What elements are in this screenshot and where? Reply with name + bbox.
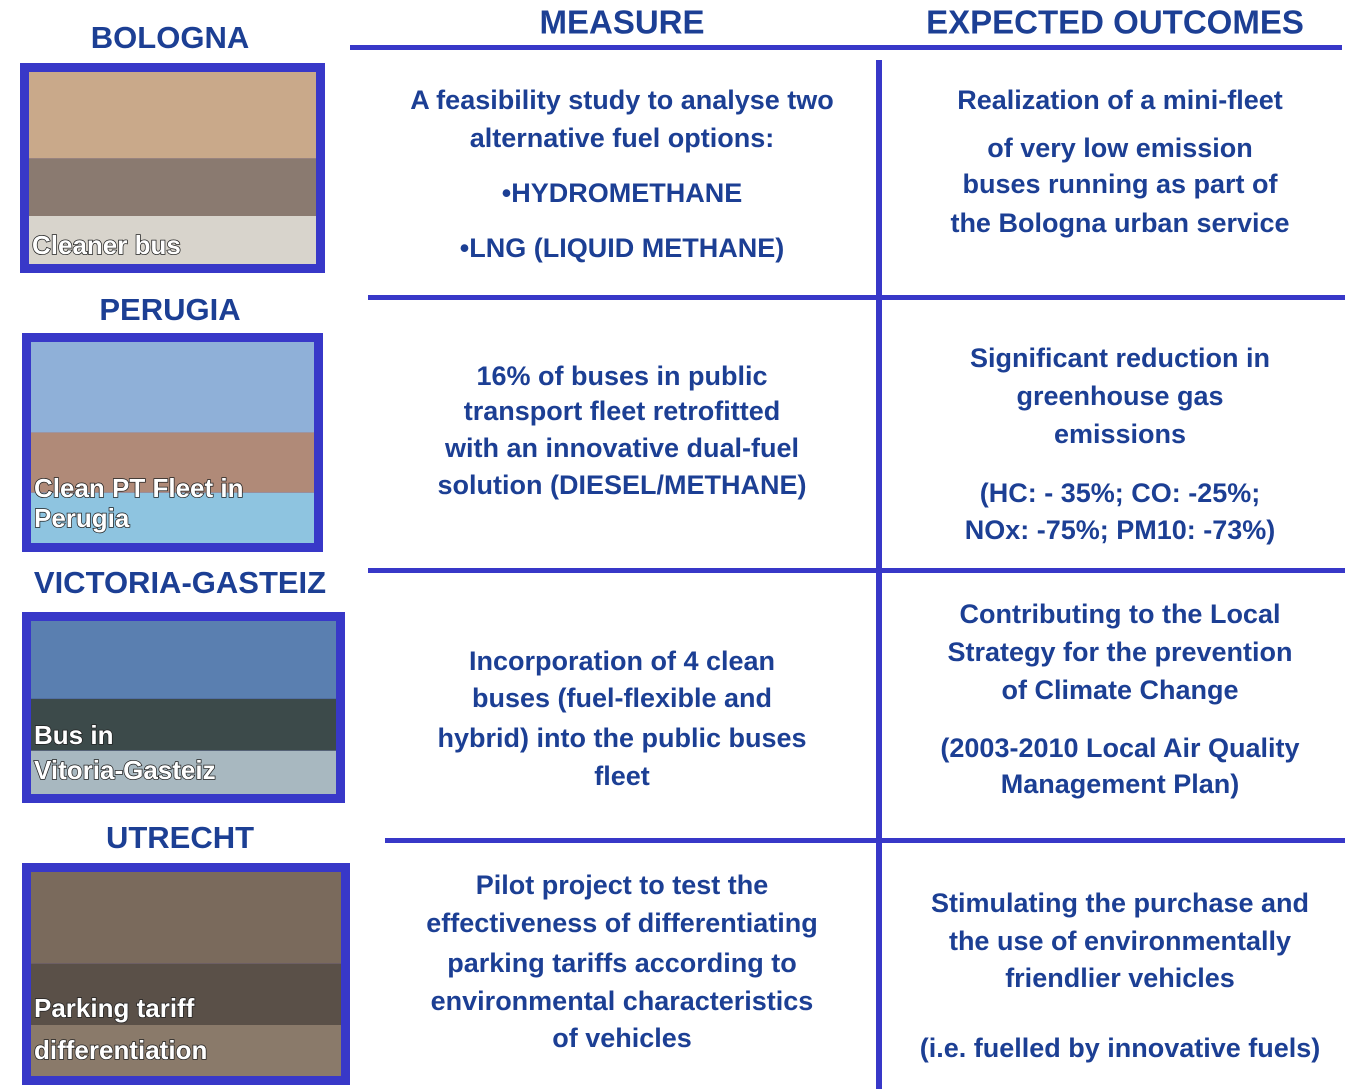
measure-header: MEASURE	[539, 4, 704, 41]
outcome-text: of very low emission	[987, 133, 1253, 163]
photo	[31, 872, 341, 964]
photo	[31, 492, 314, 543]
measure-text: •LNG (LIQUID METHANE)	[460, 233, 784, 263]
dividers	[350, 45, 1345, 1089]
measure-text: buses (fuel-flexible and	[472, 683, 772, 713]
outcome-text: greenhouse gas	[1016, 381, 1223, 411]
photo	[31, 750, 336, 794]
measure-text: hybrid) into the public buses	[437, 723, 806, 753]
outcome-text: friendlier vehicles	[1005, 963, 1235, 993]
photo	[29, 216, 316, 264]
outcome-text: NOx: -75%; PM10: -73%)	[965, 515, 1276, 545]
city-name: UTRECHT	[106, 820, 254, 855]
outcome-text: (2003-2010 Local Air Quality	[940, 733, 1299, 763]
photo-caption: differentiation	[34, 1035, 207, 1065]
city-name: PERUGIA	[99, 292, 240, 327]
measure-text: solution (DIESEL/METHANE)	[438, 470, 807, 500]
outcome-text: buses running as part of	[962, 169, 1278, 199]
photo-caption: Perugia	[34, 503, 130, 533]
measure-text: parking tariffs according to	[447, 948, 797, 978]
outcome-text: the use of environmentally	[949, 926, 1291, 956]
measure-text: Pilot project to test the	[476, 870, 769, 900]
outcome-text: Management Plan)	[1001, 769, 1240, 799]
photo-caption: Clean PT Fleet in	[34, 473, 244, 503]
photo-caption: Cleaner bus	[32, 230, 181, 260]
divider	[350, 45, 1342, 50]
measure-text: fleet	[594, 761, 650, 791]
outcome-text: emissions	[1054, 419, 1186, 449]
photo	[29, 158, 316, 216]
outcome-text: Realization of a mini-fleet	[957, 85, 1283, 115]
outcome-text: Significant reduction in	[970, 343, 1270, 373]
divider	[368, 295, 1345, 300]
measure-text: Incorporation of 4 clean	[469, 646, 775, 676]
column-divider	[876, 60, 882, 1089]
photo	[31, 621, 336, 699]
photo-caption: Vitoria-Gasteiz	[34, 755, 216, 785]
photo	[31, 963, 341, 1025]
measure-text: 16% of buses in public	[476, 361, 767, 391]
photo-caption: Bus in	[34, 720, 113, 750]
measure-text: transport fleet retrofitted	[464, 396, 781, 426]
measure-text: environmental characteristics	[431, 986, 814, 1016]
photo	[31, 698, 336, 751]
city-name: BOLOGNA	[91, 20, 249, 55]
outcome-text: (i.e. fuelled by innovative fuels)	[920, 1033, 1321, 1063]
photo	[29, 72, 316, 159]
outcome-text: Stimulating the purchase and	[931, 888, 1309, 918]
divider	[385, 838, 1345, 843]
city-name: VICTORIA-GASTEIZ	[34, 565, 326, 600]
outcome-text: (HC: - 35%; CO: -25%;	[980, 478, 1261, 508]
outcome-text: the Bologna urban service	[950, 208, 1289, 238]
outcome-text: of Climate Change	[1001, 675, 1238, 705]
outcome-text: Strategy for the prevention	[947, 637, 1292, 667]
measure-text: alternative fuel options:	[470, 123, 775, 153]
photo-caption: Parking tariff	[34, 993, 195, 1023]
photo	[31, 1025, 341, 1076]
outcome-text: Contributing to the Local	[960, 599, 1281, 629]
divider	[368, 568, 1345, 573]
measure-text: •HYDROMETHANE	[502, 178, 742, 208]
measure-text: of vehicles	[552, 1023, 692, 1053]
photo	[31, 432, 314, 493]
measure-text: effectiveness of differentiating	[426, 908, 818, 938]
photo	[31, 342, 314, 433]
measure-text: with an innovative dual-fuel	[444, 433, 799, 463]
outcomes-header: EXPECTED OUTCOMES	[926, 4, 1304, 41]
measure-text: A feasibility study to analyse two	[410, 85, 834, 115]
